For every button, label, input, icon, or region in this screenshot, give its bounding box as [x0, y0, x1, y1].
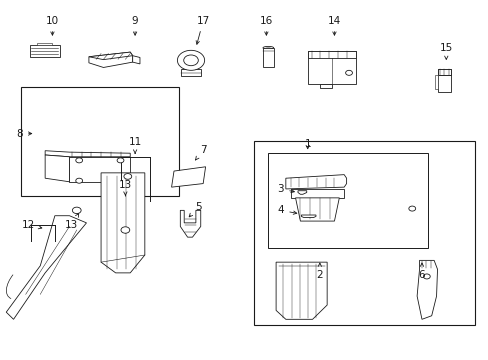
Polygon shape — [6, 216, 86, 319]
Polygon shape — [297, 191, 306, 194]
Text: 13: 13 — [119, 180, 132, 196]
Bar — [37, 43, 52, 45]
Circle shape — [76, 178, 82, 183]
Bar — [307, 51, 356, 84]
Polygon shape — [180, 210, 201, 237]
Ellipse shape — [79, 161, 122, 177]
Bar — [267, 153, 427, 248]
Circle shape — [408, 206, 415, 211]
Bar — [181, 69, 201, 76]
Polygon shape — [69, 157, 130, 182]
Circle shape — [423, 274, 429, 279]
Text: 5: 5 — [189, 202, 201, 217]
Text: 4: 4 — [277, 205, 296, 215]
Bar — [437, 69, 450, 93]
Polygon shape — [171, 167, 205, 187]
Bar — [30, 45, 60, 57]
Bar — [437, 69, 450, 75]
Polygon shape — [285, 175, 346, 189]
Circle shape — [117, 158, 123, 163]
Text: 14: 14 — [327, 16, 340, 35]
Circle shape — [72, 207, 81, 213]
Text: 2: 2 — [316, 263, 323, 280]
Circle shape — [121, 227, 129, 233]
Text: 13: 13 — [65, 213, 79, 230]
Text: 1: 1 — [304, 139, 310, 149]
Text: 10: 10 — [46, 16, 59, 35]
Bar — [254, 141, 474, 325]
Polygon shape — [301, 215, 315, 217]
Polygon shape — [101, 173, 144, 273]
Text: 12: 12 — [21, 220, 42, 230]
Ellipse shape — [263, 46, 273, 49]
Polygon shape — [132, 56, 140, 64]
Text: 11: 11 — [128, 138, 142, 153]
Text: 16: 16 — [259, 16, 272, 35]
Text: 8: 8 — [17, 129, 32, 139]
Polygon shape — [89, 52, 132, 60]
Bar — [263, 48, 273, 67]
Ellipse shape — [264, 48, 272, 50]
Circle shape — [76, 158, 82, 163]
Polygon shape — [89, 52, 132, 67]
Text: 7: 7 — [195, 145, 206, 160]
Text: 3: 3 — [277, 184, 294, 194]
Text: 9: 9 — [132, 16, 138, 35]
Circle shape — [345, 70, 352, 75]
Text: 17: 17 — [196, 16, 209, 44]
Polygon shape — [295, 198, 339, 221]
Polygon shape — [416, 260, 437, 319]
Text: 6: 6 — [418, 263, 425, 280]
Circle shape — [183, 55, 198, 66]
Bar — [307, 51, 356, 58]
Polygon shape — [45, 151, 130, 157]
Bar — [434, 75, 437, 89]
Polygon shape — [45, 155, 69, 182]
Text: 15: 15 — [439, 43, 452, 59]
Circle shape — [177, 50, 204, 70]
Bar — [21, 87, 179, 196]
Bar — [319, 84, 331, 88]
Polygon shape — [290, 189, 344, 198]
Polygon shape — [276, 262, 326, 319]
Circle shape — [123, 174, 131, 179]
